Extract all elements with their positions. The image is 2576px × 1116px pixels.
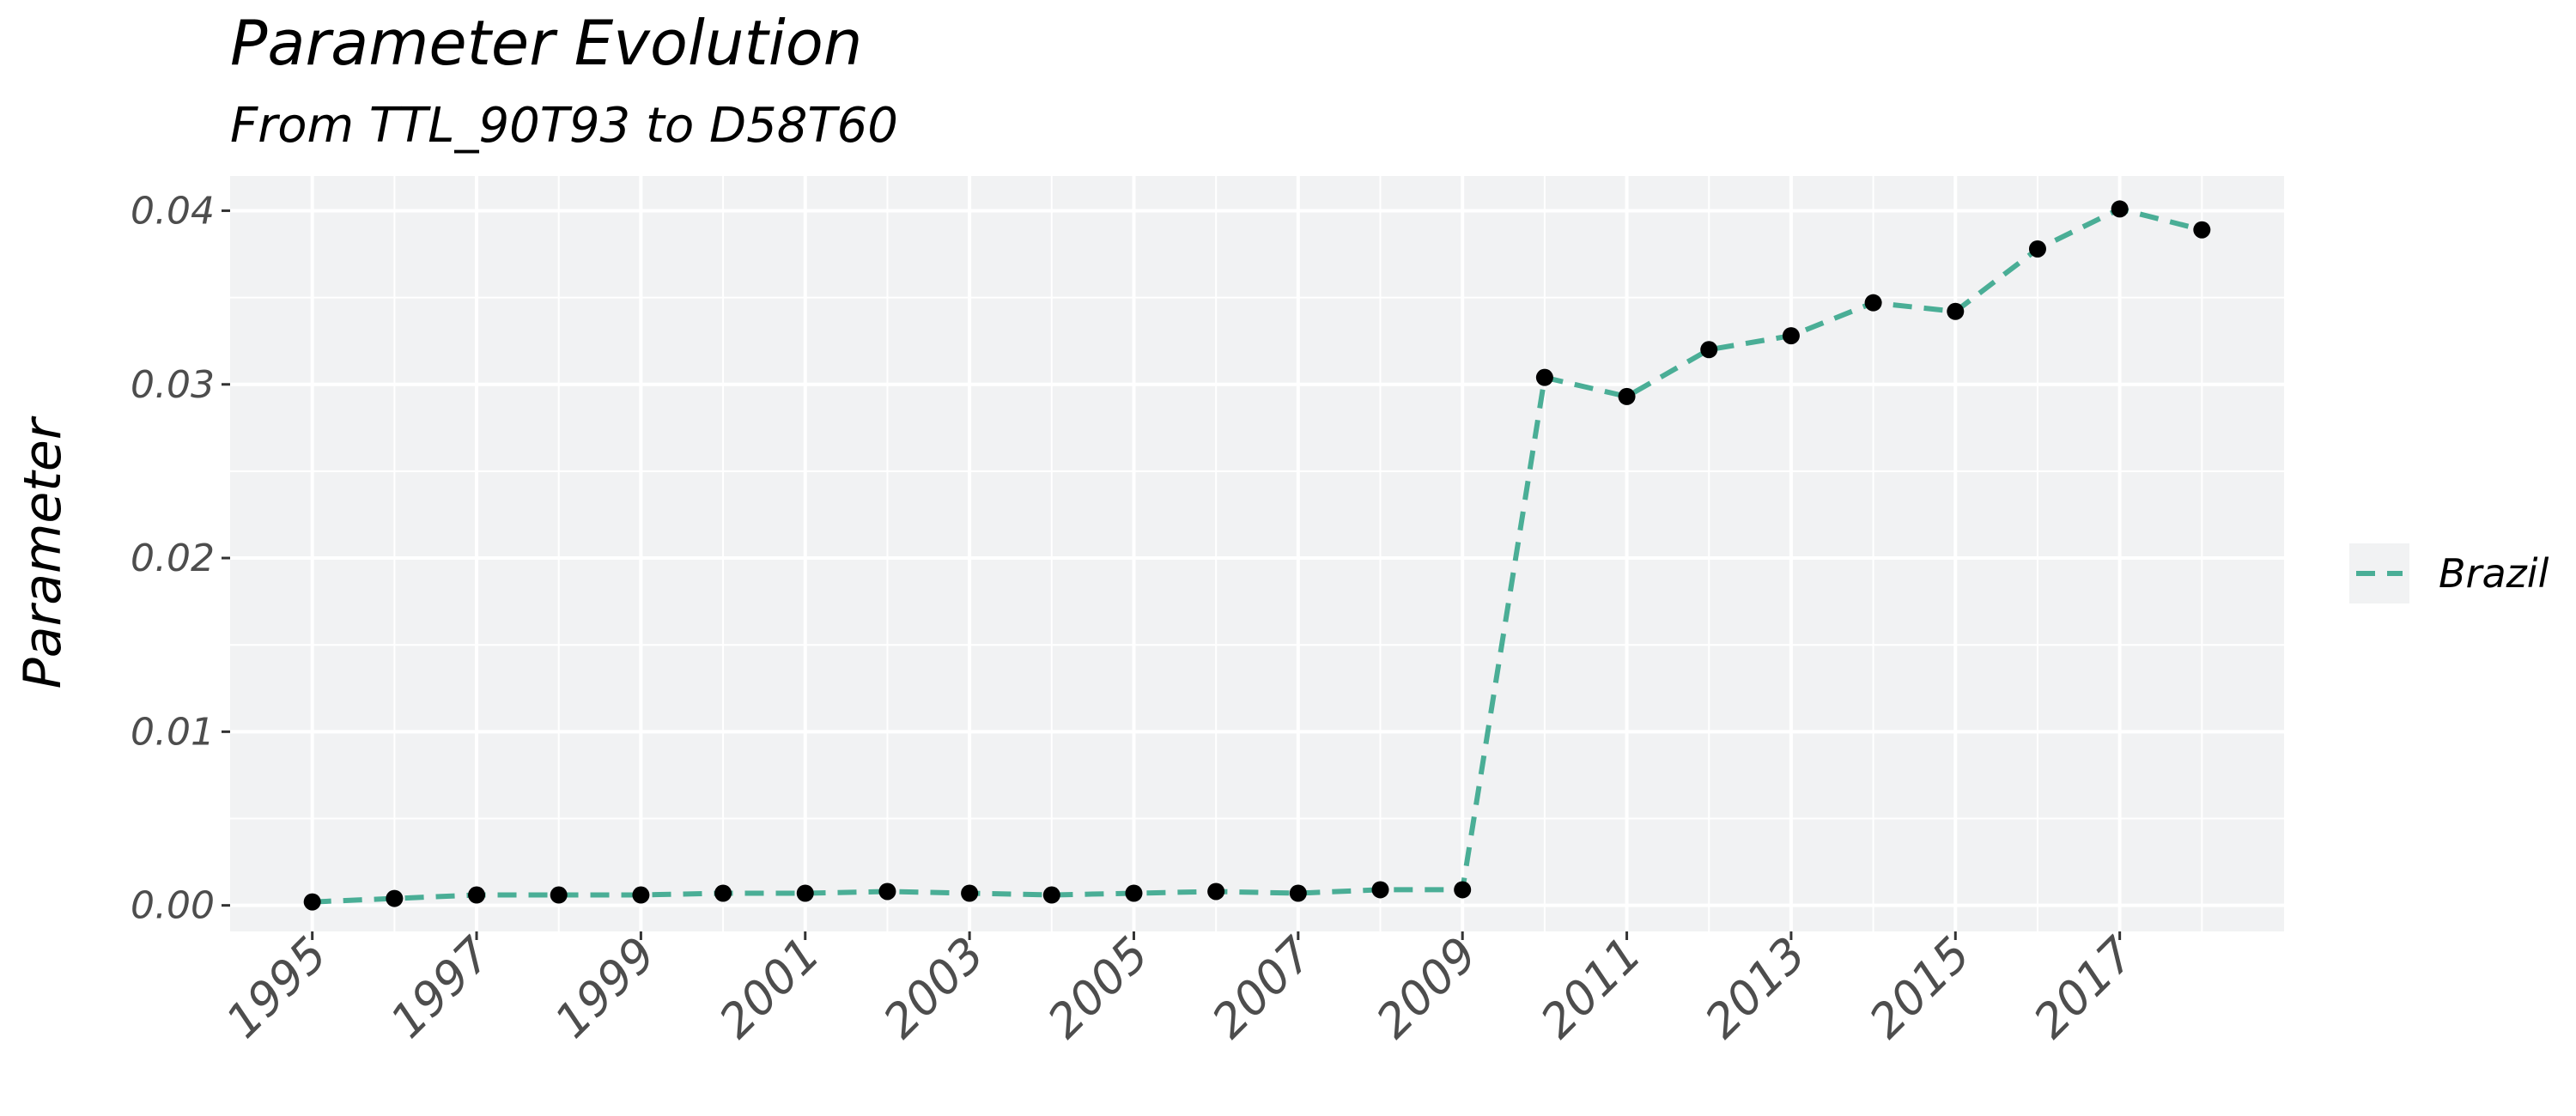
data-point xyxy=(550,886,568,904)
data-point xyxy=(1782,327,1800,345)
data-point xyxy=(468,886,486,904)
chart-title: Parameter Evolution xyxy=(230,7,862,79)
data-point xyxy=(961,884,979,902)
x-tick-label: 2005 xyxy=(1037,927,1159,1049)
chart-subtitle: From TTL_90T93 to D58T60 xyxy=(230,98,898,154)
data-point xyxy=(2111,200,2129,218)
legend: Brazil xyxy=(2349,543,2549,603)
x-tick-label: 2011 xyxy=(1530,927,1652,1049)
data-point xyxy=(1125,884,1143,902)
x-tick-label: 2003 xyxy=(873,927,995,1049)
data-point xyxy=(1454,881,1472,899)
x-tick-label: 2007 xyxy=(1201,927,1323,1049)
y-tick-label: 0.00 xyxy=(131,884,215,928)
series-layer xyxy=(303,200,2211,911)
data-point xyxy=(2028,240,2046,258)
plot-panel xyxy=(230,176,2284,931)
y-axis: 0.00 0.01 0.02 0.03 0.04 xyxy=(131,189,230,928)
x-tick-label: 2017 xyxy=(2023,927,2145,1049)
x-tick-label: 1999 xyxy=(544,927,666,1049)
data-point xyxy=(878,882,896,901)
y-tick-label: 0.04 xyxy=(131,189,215,233)
series-line-brazil xyxy=(312,206,2203,905)
y-tick-label: 0.03 xyxy=(131,363,215,407)
data-point xyxy=(1289,884,1307,902)
y-tick-label: 0.01 xyxy=(131,710,215,754)
y-axis-title: Parameter xyxy=(13,415,73,688)
data-point xyxy=(1042,886,1060,904)
data-point xyxy=(1700,341,1718,359)
y-tick-label: 0.02 xyxy=(131,537,215,580)
grid-minor xyxy=(230,176,2284,931)
data-point xyxy=(1864,294,1882,312)
data-point xyxy=(796,884,814,902)
data-point xyxy=(1618,387,1636,405)
x-tick-label: 2001 xyxy=(708,927,830,1049)
x-tick-label: 2015 xyxy=(1859,927,1981,1049)
data-point xyxy=(1371,881,1389,899)
x-tick-label: 2013 xyxy=(1694,927,1816,1049)
x-tick-label: 1995 xyxy=(216,927,337,1049)
data-point xyxy=(386,889,404,907)
x-tick-label: 2009 xyxy=(1366,927,1488,1049)
data-point xyxy=(2193,221,2211,239)
data-point xyxy=(1947,302,1965,320)
data-point xyxy=(1207,882,1225,901)
data-point xyxy=(1535,368,1553,386)
grid-major xyxy=(230,176,2284,931)
x-tick-label: 1997 xyxy=(380,927,502,1049)
data-point xyxy=(303,893,321,911)
data-point xyxy=(714,884,732,902)
legend-label: Brazil xyxy=(2439,550,2549,597)
x-axis: 1995 1997 1999 2001 2003 2005 2007 2009 2011 2013… xyxy=(216,927,2145,1049)
data-point xyxy=(632,886,650,904)
